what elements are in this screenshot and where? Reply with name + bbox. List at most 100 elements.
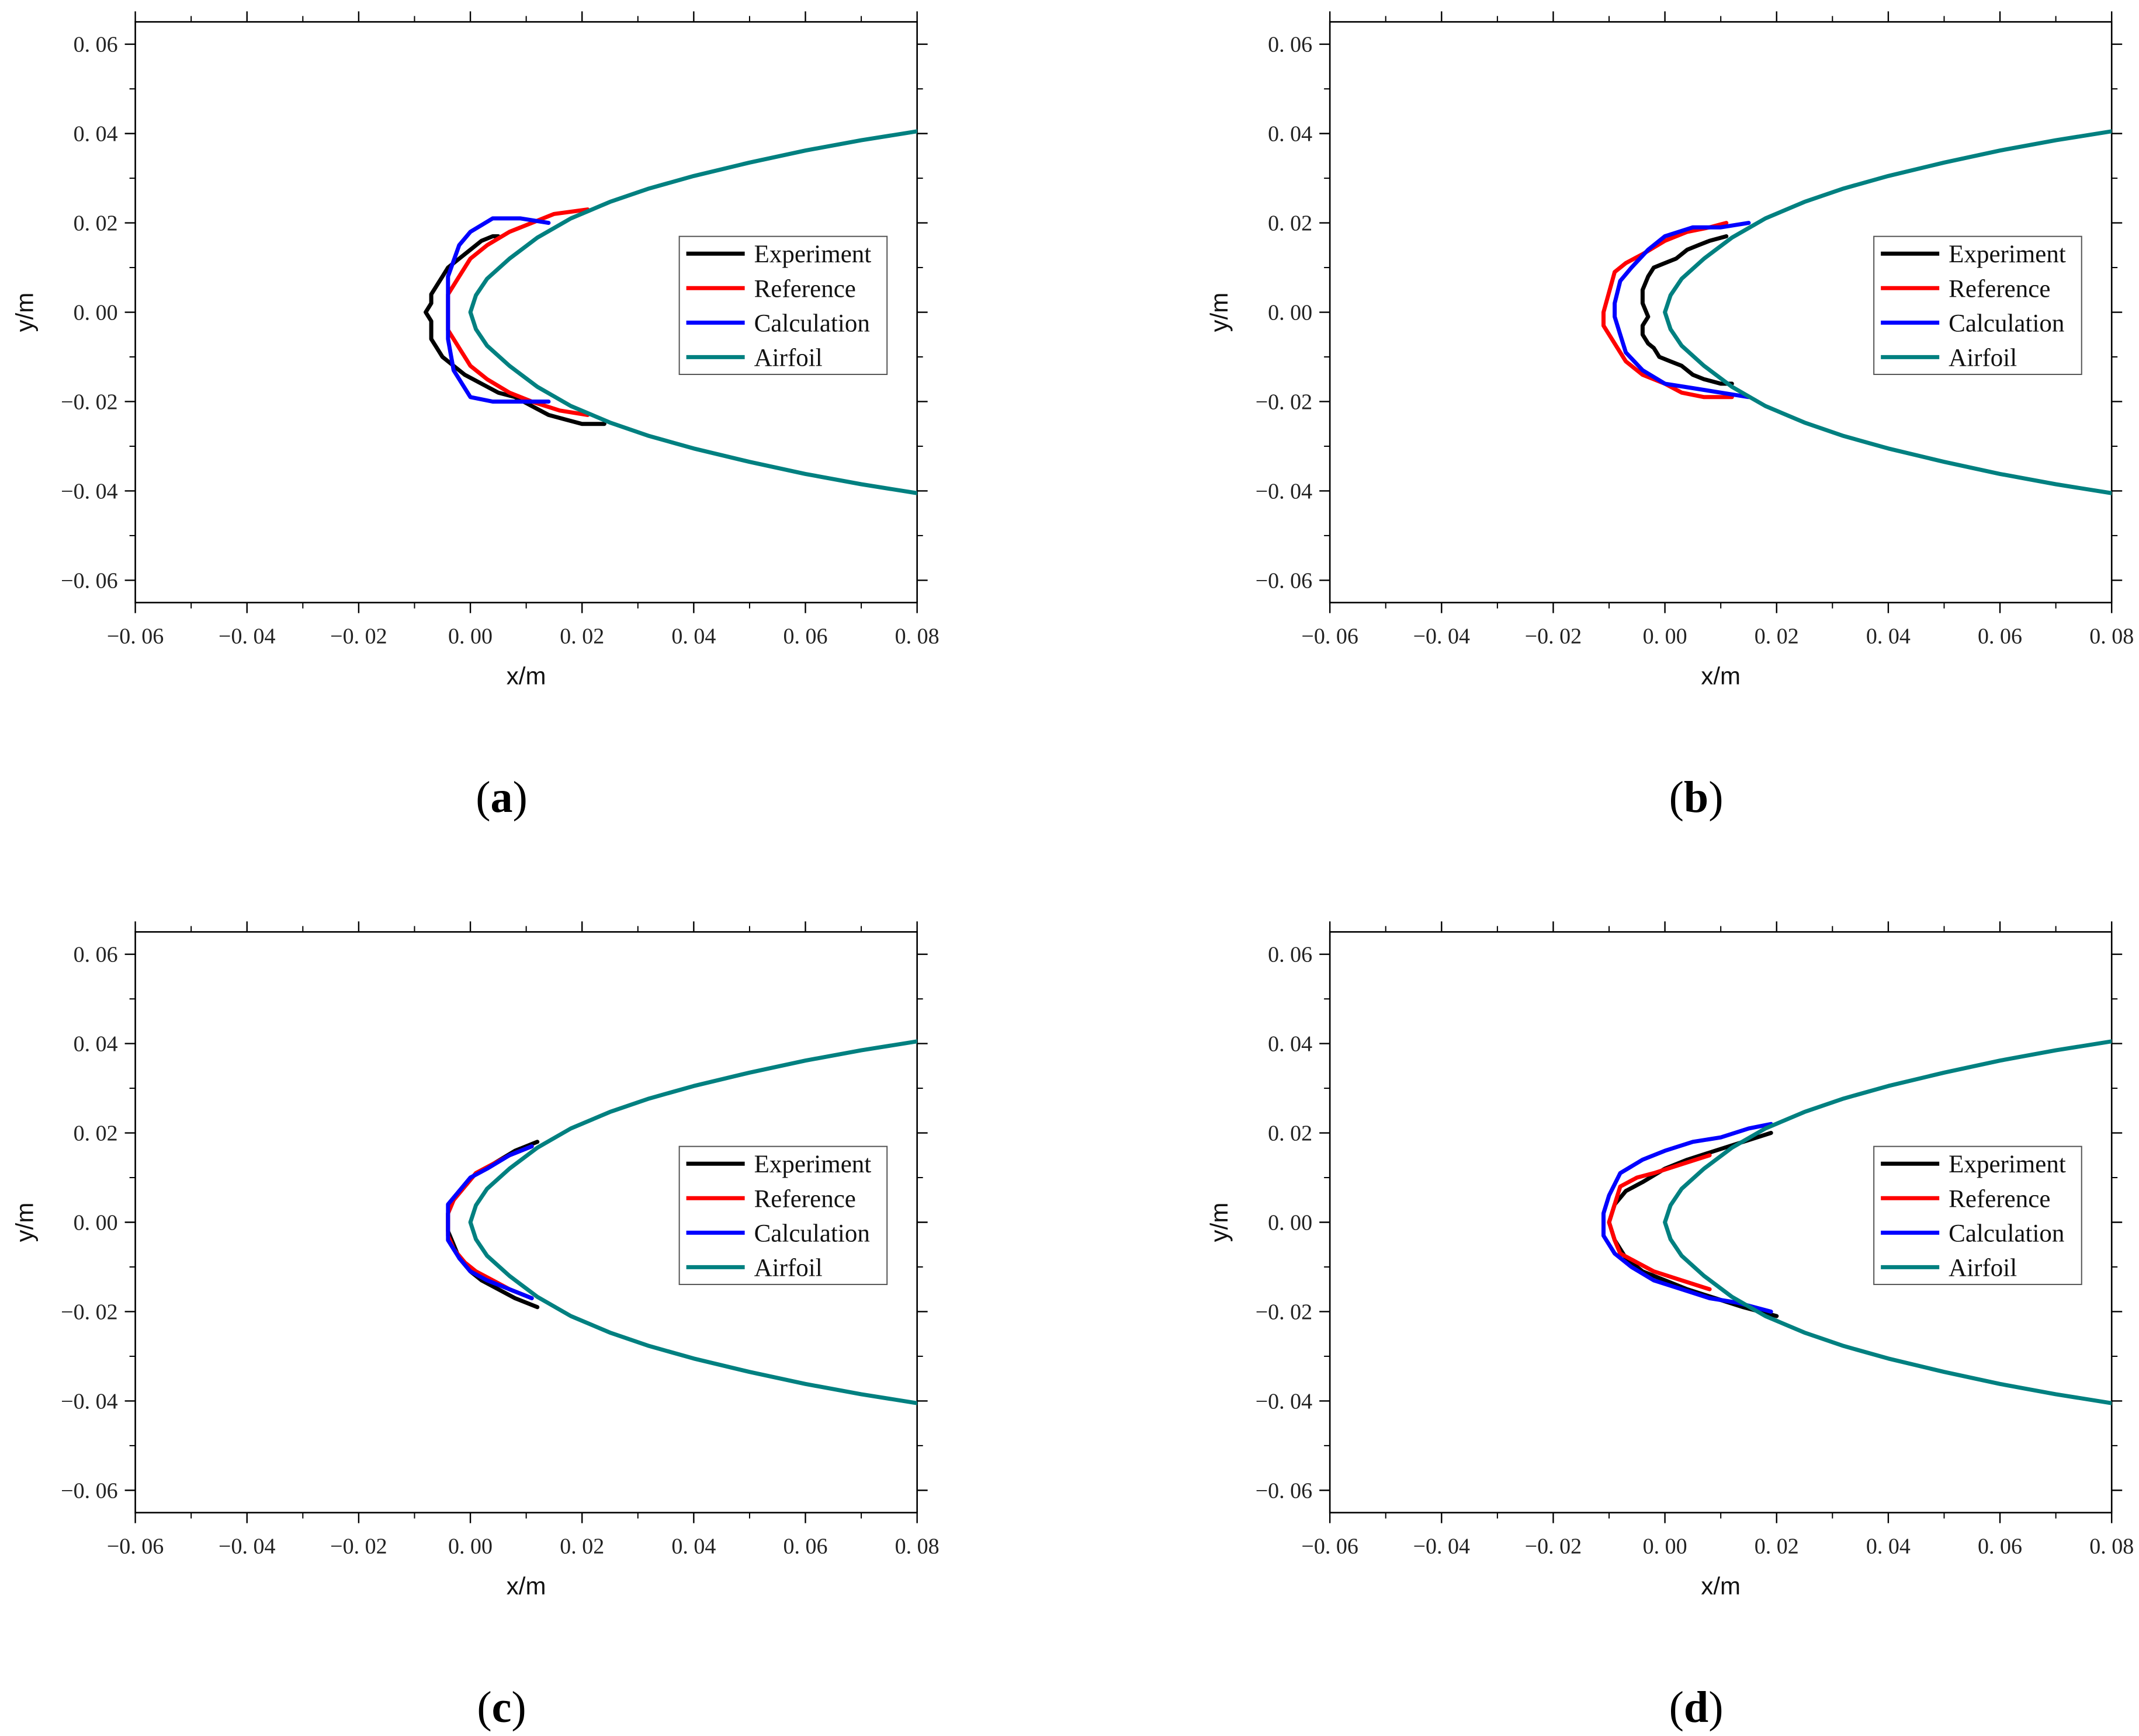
y-tick-label: 0. 06 <box>74 943 118 967</box>
legend: Experiment Reference Calculation Airfoil <box>1873 1145 2082 1285</box>
series-group <box>1601 1039 2112 1405</box>
y-tick-label: −0. 06 <box>61 568 117 593</box>
legend-label-experiment: Experiment <box>754 1151 872 1178</box>
legend-label-reference: Reference <box>754 1185 856 1213</box>
y-tick-label: −0. 02 <box>1256 390 1312 414</box>
x-tick-label: −0. 02 <box>330 1534 387 1559</box>
x-tick-label: −0. 06 <box>107 1534 164 1559</box>
legend-label-calculation: Calculation <box>754 310 870 337</box>
series-line-experiment <box>424 234 606 426</box>
x-tick-label: 0. 08 <box>2089 624 2134 649</box>
x-axis-title: x/m <box>507 1572 546 1600</box>
x-tick-label: 0. 04 <box>1866 1534 1911 1559</box>
x-tick-label: −0. 04 <box>1413 1534 1470 1559</box>
legend-label-experiment: Experiment <box>754 241 872 268</box>
legend-label-airfoil: Airfoil <box>1949 1254 2017 1282</box>
series-line-airfoil <box>468 129 917 495</box>
y-tick-label: −0. 02 <box>1256 1300 1312 1324</box>
x-tick-label: −0. 02 <box>1525 1534 1582 1559</box>
y-tick-label: 0. 00 <box>74 1211 118 1235</box>
y-tick-label: −0. 04 <box>61 479 117 504</box>
panel-label: (a) <box>476 773 528 822</box>
y-axis-title: y/m <box>1205 293 1233 332</box>
x-axis-title: x/m <box>1701 1572 1741 1600</box>
y-tick-label: 0. 00 <box>74 301 118 325</box>
y-tick-label: 0. 02 <box>74 211 118 236</box>
y-tick-label: 0. 04 <box>1268 122 1312 147</box>
series-group <box>446 1039 917 1405</box>
legend-label-reference: Reference <box>754 275 856 303</box>
y-tick-label: −0. 06 <box>1256 1478 1312 1503</box>
x-tick-label: 0. 08 <box>2089 1534 2134 1559</box>
panel-label: (c) <box>477 1683 526 1732</box>
y-tick-label: −0. 06 <box>1256 568 1312 593</box>
x-tick-label: 0. 00 <box>448 624 493 649</box>
x-tick-label: −0. 04 <box>1413 624 1470 649</box>
legend-label-airfoil: Airfoil <box>1949 344 2017 371</box>
x-tick-label: 0. 04 <box>1866 624 1911 649</box>
x-tick-label: −0. 04 <box>219 1534 275 1559</box>
legend-label-experiment: Experiment <box>1949 1151 2066 1178</box>
x-tick-label: 0. 00 <box>1643 624 1687 649</box>
series-line-calculation <box>446 1144 534 1300</box>
y-tick-label: 0. 04 <box>1268 1032 1312 1057</box>
legend: Experiment Reference Calculation Airfoil <box>678 235 888 375</box>
x-tick-label: −0. 02 <box>330 624 387 649</box>
y-tick-label: 0. 00 <box>1268 301 1312 325</box>
x-tick-label: −0. 02 <box>1525 624 1582 649</box>
legend-box <box>678 235 888 375</box>
series-line-airfoil <box>468 1039 917 1405</box>
x-tick-label: 0. 04 <box>671 624 716 649</box>
y-tick-label: −0. 04 <box>1256 479 1312 504</box>
legend-label-airfoil: Airfoil <box>754 1254 823 1282</box>
x-tick-label: 0. 02 <box>560 624 604 649</box>
legend-box <box>1873 1145 2082 1285</box>
y-axis-title: y/m <box>11 1203 39 1242</box>
legend-label-calculation: Calculation <box>1949 310 2064 337</box>
x-tick-label: 0. 04 <box>671 1534 716 1559</box>
x-tick-label: 0. 06 <box>1978 624 2022 649</box>
legend-label-calculation: Calculation <box>1949 1220 2064 1247</box>
y-tick-label: 0. 06 <box>1268 33 1312 57</box>
x-tick-label: −0. 06 <box>1301 1534 1358 1559</box>
y-axis-title: y/m <box>1205 1203 1233 1242</box>
x-axis-title: x/m <box>507 662 546 690</box>
series-line-calculation <box>1601 1122 1773 1314</box>
panel-label: (b) <box>1669 773 1724 822</box>
series-line-airfoil <box>1663 1039 2112 1405</box>
series-line-airfoil <box>1663 129 2112 495</box>
x-tick-label: 0. 06 <box>784 624 828 649</box>
x-tick-label: 0. 08 <box>895 624 940 649</box>
chart-panel-a: −0. 06 −0. 04 −0. 02 0. 00 0. 02 0. 04 0. 06 0.… <box>11 11 940 822</box>
x-tick-label: −0. 04 <box>219 624 275 649</box>
legend-box <box>678 1145 888 1285</box>
chart-panel-c: −0. 06 −0. 04 −0. 02 0. 00 0. 02 0. 04 0. 06 0.… <box>11 921 940 1732</box>
x-tick-label: 0. 02 <box>1755 624 1799 649</box>
chart-panel-d: −0. 06 −0. 04 −0. 02 0. 00 0. 02 0. 04 0. 06 0.… <box>1205 921 2134 1732</box>
y-tick-label: −0. 02 <box>61 1300 117 1324</box>
x-tick-label: 0. 08 <box>895 1534 940 1559</box>
legend-label-airfoil: Airfoil <box>754 344 823 371</box>
series-line-calculation <box>446 216 551 404</box>
y-tick-label: −0. 04 <box>61 1389 117 1414</box>
x-tick-label: 0. 00 <box>448 1534 493 1559</box>
x-tick-label: 0. 02 <box>1755 1534 1799 1559</box>
x-tick-label: −0. 06 <box>107 624 164 649</box>
legend: Experiment Reference Calculation Airfoil <box>678 1145 888 1285</box>
legend-label-experiment: Experiment <box>1949 241 2066 268</box>
y-tick-label: 0. 04 <box>74 122 118 147</box>
series-group <box>1601 129 2112 495</box>
series-line-reference <box>1607 1153 1712 1291</box>
y-tick-label: 0. 06 <box>1268 943 1312 967</box>
series-group <box>424 129 917 495</box>
y-tick-label: 0. 00 <box>1268 1211 1312 1235</box>
legend-label-reference: Reference <box>1949 275 2050 303</box>
y-tick-label: −0. 04 <box>1256 1389 1312 1414</box>
series-line-calculation <box>1613 221 1751 400</box>
y-tick-label: 0. 06 <box>74 33 118 57</box>
series-line-reference <box>1601 221 1734 400</box>
legend-label-calculation: Calculation <box>754 1220 870 1247</box>
y-axis-title: y/m <box>11 293 39 332</box>
y-tick-label: −0. 06 <box>61 1478 117 1503</box>
y-tick-label: 0. 02 <box>1268 1122 1312 1146</box>
